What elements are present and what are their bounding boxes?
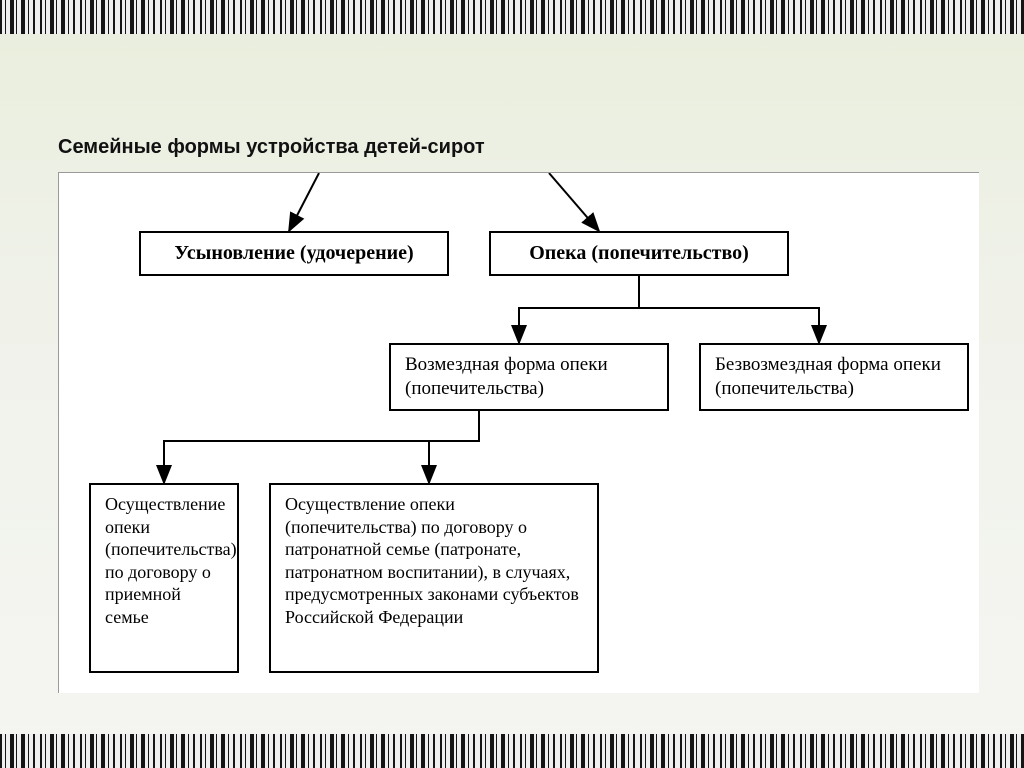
slide-title: Семейные формы устройства детей-сирот — [58, 136, 485, 159]
slide: Семейные формы устройства детей-сирот Ус… — [0, 0, 1024, 768]
node-foster-family: Осуществление опеки (попечительства) по … — [89, 483, 239, 673]
decorative-barcode-bottom — [0, 734, 1024, 768]
node-free-guardianship: Безвозмездная форма опеки (попечительств… — [699, 343, 969, 411]
flowchart: Усыновление (удочерение) Опека (попечите… — [58, 172, 979, 693]
node-paid-guardianship: Возмездная форма опеки (попечительства) — [389, 343, 669, 411]
node-patronage: Осуществление опеки (попечительства) по … — [269, 483, 599, 673]
node-guardianship: Опека (попечительство) — [489, 231, 789, 276]
decorative-barcode-top — [0, 0, 1024, 34]
node-adoption: Усыновление (удочерение) — [139, 231, 449, 276]
